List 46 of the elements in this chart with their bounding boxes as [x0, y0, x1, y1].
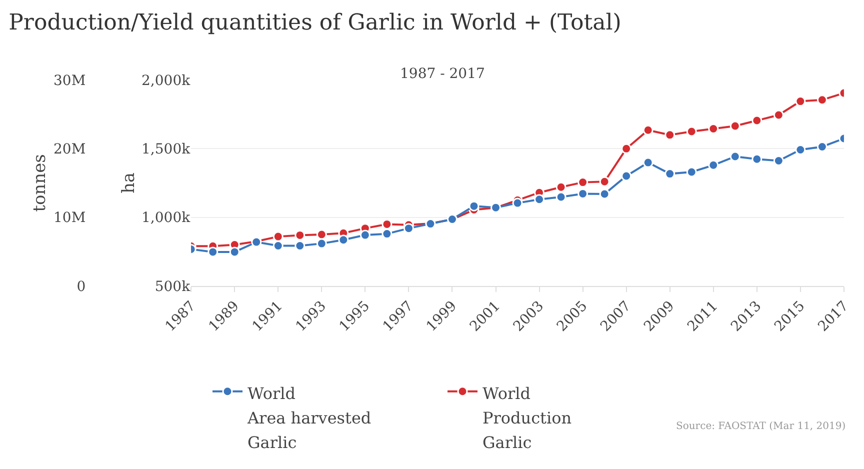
point	[642, 157, 654, 168]
legend-label: World Area harvested Garlic	[246, 384, 372, 452]
point	[621, 170, 632, 182]
y2-tick-label: 1,000k	[142, 210, 191, 226]
point	[621, 143, 632, 154]
chart-title: Production/Yield quantities of Garlic in World + (Total)	[8, 10, 622, 36]
point	[316, 238, 327, 249]
legend-label: World Production Garlic	[482, 384, 572, 452]
y-tick-label: 10M	[54, 210, 86, 226]
point	[599, 176, 610, 187]
point	[773, 110, 784, 120]
source-note: Source: FAOSTAT (Mar 11, 2019)	[676, 421, 846, 432]
point	[272, 231, 284, 242]
point	[686, 166, 697, 178]
point	[816, 94, 828, 106]
point	[708, 124, 719, 134]
y-tick-label: 30M	[54, 72, 86, 89]
point	[556, 182, 566, 192]
y2-tick-label: 500k	[154, 278, 191, 295]
point	[512, 198, 523, 208]
y2-tick-label: 2,000k	[142, 72, 191, 89]
point	[599, 188, 610, 200]
point	[316, 229, 327, 240]
point	[360, 230, 370, 240]
point	[468, 200, 480, 212]
point	[338, 234, 349, 246]
y2-axis-title: ha	[119, 172, 140, 194]
point	[686, 126, 697, 137]
point	[773, 156, 784, 166]
point	[730, 120, 740, 132]
point	[642, 124, 654, 136]
point	[752, 115, 762, 126]
point	[752, 154, 762, 164]
point	[208, 246, 218, 258]
point	[556, 192, 566, 202]
point	[403, 223, 414, 234]
y-axis-title: tonnes	[30, 154, 50, 212]
point	[229, 246, 240, 258]
chart-subtitle: 1987 - 2017	[400, 66, 485, 82]
point	[664, 130, 676, 140]
point	[730, 151, 740, 162]
point	[708, 160, 719, 170]
y-tick-label: 20M	[54, 142, 86, 158]
y2-tick-label: 1,500k	[142, 142, 191, 158]
point	[534, 194, 545, 205]
y-tick-label: 0	[76, 278, 86, 295]
